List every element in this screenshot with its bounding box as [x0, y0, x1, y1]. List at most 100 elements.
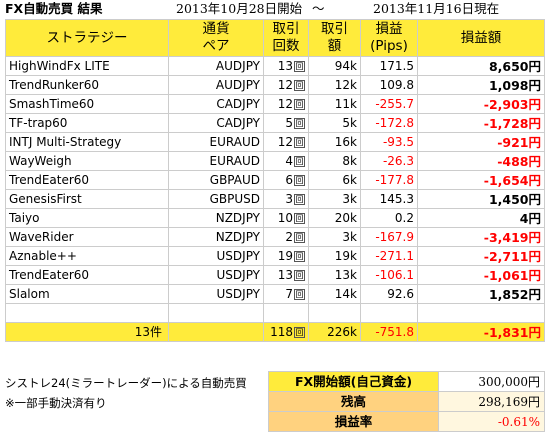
note-line: シストレ24(ミラートレーダー)による自動売買 [5, 376, 247, 390]
pl-cell: -1,728円 [417, 113, 545, 133]
pair-cell: NZDJPY [168, 227, 264, 247]
strategy-cell: WayWeigh [5, 151, 169, 171]
count-unit: 回 [294, 250, 305, 262]
count-cell: 13 回 [263, 265, 309, 285]
table-row: HighWindFx LITE AUDJPY 13 回 94k 171.5 8,650円 [5, 56, 545, 76]
blank-cell [168, 303, 264, 323]
total-pl: -1,831円 [417, 322, 545, 342]
table-row: Aznable++ USDJPY 19 回 19k -271.1 -2,711円 [5, 246, 545, 266]
summary-label: 損益率 [268, 411, 439, 432]
count-value: 2 [285, 229, 293, 244]
strategy-cell: INTJ Multi-Strategy [5, 132, 169, 152]
count-value: 7 [285, 286, 293, 301]
count-unit: 回 [294, 326, 305, 338]
amount-cell: 14k [308, 284, 361, 304]
strategy-cell: Slalom [5, 284, 169, 304]
pair-cell: GBPUSD [168, 189, 264, 209]
pair-cell: USDJPY [168, 284, 264, 304]
table-body: HighWindFx LITE AUDJPY 13 回 94k 171.5 8,650円 Tr… [5, 56, 545, 342]
table-row: TrendEater60 USDJPY 13 回 13k -106.1 -1,061円 [5, 265, 545, 285]
summary-row-start: FX開始額(自己資金) 300,000円 [268, 371, 545, 392]
notes: シストレ24(ミラートレーダー)による自動売買 ※一部手動決済有り [5, 373, 247, 413]
start-date: 2013年10月28日開始 [176, 1, 303, 16]
count-cell: 13 回 [263, 56, 309, 76]
pl-cell: 1,098円 [417, 75, 545, 95]
pair-cell: EURAUD [168, 151, 264, 171]
amount-cell: 13k [308, 265, 361, 285]
table-row: GenesisFirst GBPUSD 3 回 3k 145.3 1,450円 [5, 189, 545, 209]
count-value: 3 [285, 191, 293, 206]
note-line: ※一部手動決済有り [5, 396, 107, 410]
strategy-cell: GenesisFirst [5, 189, 169, 209]
count-value: 5 [285, 115, 293, 130]
col-amount: 取引額 [308, 19, 361, 57]
pips-cell: 145.3 [360, 189, 418, 209]
blank-cell [263, 303, 309, 323]
pips-cell: -177.8 [360, 170, 418, 190]
summary-table: FX開始額(自己資金) 300,000円 残高 298,169円 損益率 -0.… [268, 371, 545, 432]
total-pips: -751.8 [360, 322, 418, 342]
summary-row-rate: 損益率 -0.61% [268, 411, 545, 432]
pips-cell: 92.6 [360, 284, 418, 304]
pips-cell: 0.2 [360, 208, 418, 228]
table-row: TF-trap60 CADJPY 5 回 5k -172.8 -1,728円 [5, 113, 545, 133]
pair-cell: USDJPY [168, 265, 264, 285]
count-value: 13 [277, 58, 293, 73]
col-pl: 損益額 [417, 19, 545, 57]
blank-row [5, 303, 545, 323]
pl-cell: 1,450円 [417, 189, 545, 209]
count-unit: 回 [294, 231, 305, 243]
blank-cell [308, 303, 361, 323]
count-unit: 回 [294, 98, 305, 110]
summary-label: FX開始額(自己資金) [268, 371, 439, 392]
blank-cell [5, 303, 169, 323]
pips-cell: -255.7 [360, 94, 418, 114]
table-row: SmashTime60 CADJPY 12 回 11k -255.7 -2,903円 [5, 94, 545, 114]
col-count: 取引 回数 [263, 19, 309, 57]
amount-cell: 16k [308, 132, 361, 152]
table-row: Taiyo NZDJPY 10 回 20k 0.2 4円 [5, 208, 545, 228]
count-cell: 12 回 [263, 132, 309, 152]
count-value: 4 [285, 153, 293, 168]
pair-cell: CADJPY [168, 113, 264, 133]
pair-cell: CADJPY [168, 94, 264, 114]
pl-cell: -488円 [417, 151, 545, 171]
blank-cell [360, 303, 418, 323]
amount-cell: 94k [308, 56, 361, 76]
end-date: 2013年11月16日現在 [373, 1, 500, 16]
pair-cell: NZDJPY [168, 208, 264, 228]
count-unit: 回 [294, 193, 305, 205]
report-title: FX自動売買 結果 [5, 1, 103, 16]
strategy-cell: HighWindFx LITE [5, 56, 169, 76]
count-value: 12 [277, 134, 293, 149]
amount-cell: 3k [308, 227, 361, 247]
table-row: WayWeigh EURAUD 4 回 8k -26.3 -488円 [5, 151, 545, 171]
strategy-cell: TF-trap60 [5, 113, 169, 133]
total-count-value: 118 [270, 324, 293, 339]
table-row: Slalom USDJPY 7 回 14k 92.6 1,852円 [5, 284, 545, 304]
count-value: 19 [277, 248, 293, 263]
col-strategy: ストラテジー [5, 19, 169, 57]
summary-value: 298,169円 [438, 391, 545, 412]
table-row: TrendRunker60 AUDJPY 12 回 12k 109.8 1,098円 [5, 75, 545, 95]
strategy-cell: TrendRunker60 [5, 75, 169, 95]
strategy-cell: TrendEater60 [5, 170, 169, 190]
pl-cell: 8,650円 [417, 56, 545, 76]
table-header-row: ストラテジー 通貨 ペア 取引 回数 取引額 損益 (Pips) 損益額 [5, 19, 545, 57]
count-value: 10 [277, 210, 293, 225]
count-value: 12 [277, 77, 293, 92]
amount-cell: 19k [308, 246, 361, 266]
total-label: 13件 [5, 322, 169, 342]
pips-cell: -93.5 [360, 132, 418, 152]
summary-value: -0.61% [438, 411, 545, 432]
count-value: 13 [277, 267, 293, 282]
strategy-cell: WaveRider [5, 227, 169, 247]
total-pair-empty [168, 322, 264, 342]
strategy-cell: TrendEater60 [5, 265, 169, 285]
amount-cell: 5k [308, 113, 361, 133]
